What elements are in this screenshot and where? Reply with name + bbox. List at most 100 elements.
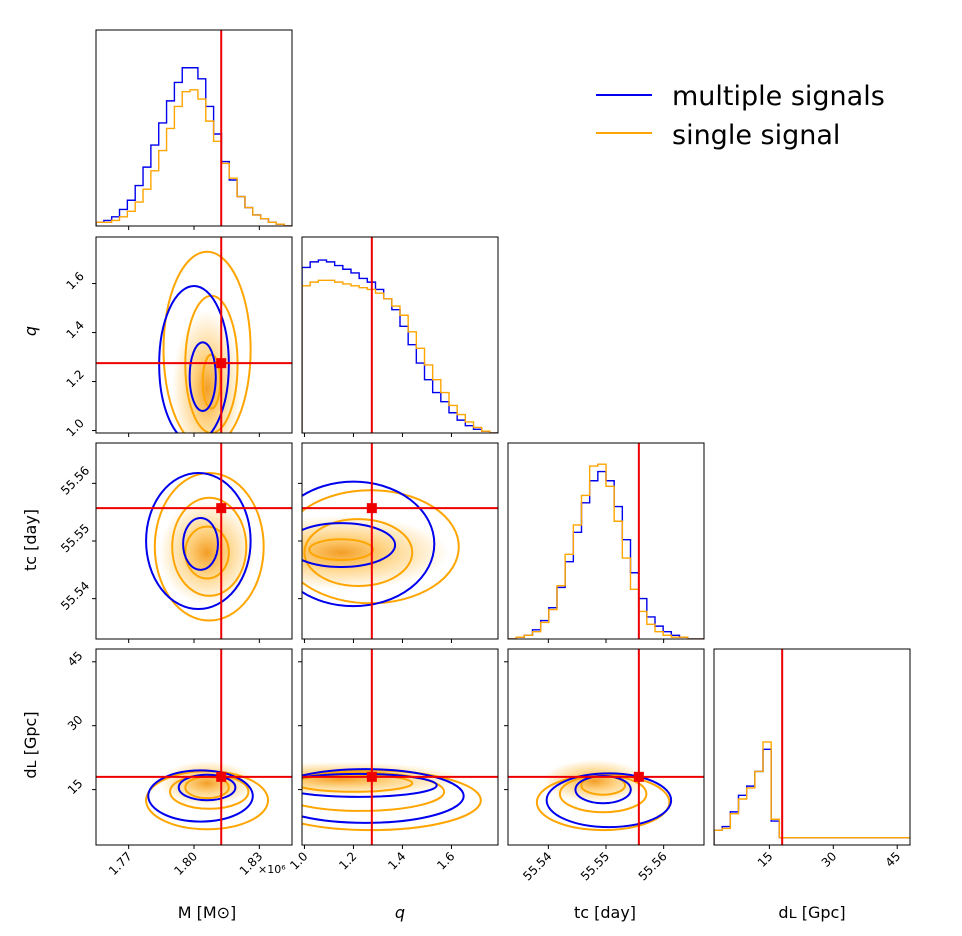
panel-content [96, 237, 292, 433]
truth-marker [216, 503, 227, 514]
xtick-label-q-0: 1.0 [287, 849, 310, 872]
truth-marker [633, 771, 644, 782]
panel-content [302, 649, 498, 845]
contour-single-signal-0 [184, 525, 230, 580]
contour-single-signal-1 [303, 518, 414, 587]
ytick-label-tc-0: 55.54 [58, 579, 92, 613]
xtick-label-tc-1: 55.55 [578, 849, 612, 883]
hist-q-single-signal [302, 279, 498, 433]
panel-frame [301, 648, 499, 846]
panel-tc [507, 442, 705, 643]
ytick-label-dL-0: 15 [65, 776, 86, 797]
density-M-q [172, 310, 242, 433]
contour-single-signal-2 [302, 769, 482, 832]
panel-M-tc: 55.54 55.55 55.56 [58, 442, 293, 643]
xtick-label-M-0: 1.77 [106, 849, 135, 878]
legend-label-multiple: multiple signals [672, 81, 885, 112]
ylabel-dL: dʟ [Gpc] [21, 711, 40, 778]
legend-label-single: single signal [672, 120, 840, 151]
contour-single-signal-1 [302, 771, 446, 812]
contour-multiple-signals-0 [182, 516, 219, 571]
contour-multiple-signals-1 [302, 768, 465, 824]
panel-content [714, 649, 910, 845]
xtick-label-q-2: 1.4 [385, 849, 408, 872]
truth-marker [216, 358, 227, 369]
contour-multiple-signals-1 [545, 772, 673, 829]
panel-frame [95, 29, 293, 227]
xtick-label-dL-0: 15 [755, 849, 776, 870]
truth-marker [366, 503, 377, 514]
ytick-label-dL-1: 30 [65, 713, 86, 734]
contour-multiple-signals-1 [147, 769, 254, 823]
xtick-label-q-3: 1.6 [434, 849, 457, 872]
hist-dL-multiple-signals [714, 748, 910, 845]
panel-frame [95, 648, 293, 846]
contour-single-signal-0 [201, 353, 222, 410]
ytick-label-q-3: 1.6 [63, 269, 86, 292]
ytick-label-q-2: 1.4 [63, 318, 86, 341]
ytick-label-tc-2: 55.56 [58, 463, 92, 497]
panel-content [96, 443, 292, 639]
xtick-label-tc-0: 55.54 [520, 849, 554, 883]
xtick-label-dL-1: 30 [819, 849, 840, 870]
contour-multiple-signals-0 [302, 522, 397, 568]
panel-q [301, 236, 499, 437]
panel-frame [301, 236, 499, 434]
ytick-label-q-0: 1.0 [63, 416, 86, 439]
xlabel-tc: tᴄ [day] [574, 903, 636, 922]
contour-multiple-signals-1 [145, 471, 252, 611]
hist-tc-multiple-signals [508, 470, 704, 639]
contour-single-signal-1 [171, 496, 248, 597]
hist-q-multiple-signals [302, 259, 498, 433]
truth-marker [216, 771, 227, 782]
panel-content [96, 649, 292, 845]
contour-multiple-signals-1 [158, 285, 230, 433]
hist-dL-single-signal [714, 741, 910, 845]
ylabel-tc: tᴄ [day] [21, 509, 40, 571]
xlabel-q: q [395, 903, 405, 922]
legend: multiple signals single signal [596, 81, 885, 151]
contour-single-signal-2 [162, 250, 252, 433]
panel-dL: 15 30 45 [713, 648, 911, 870]
panel-q-dL: 1.0 1.2 1.4 1.6 [287, 648, 499, 873]
xlabel-M: M [M⊙] [178, 903, 237, 922]
xtick-label-q-1: 1.2 [336, 849, 359, 872]
ytick-label-tc-1: 55.55 [58, 521, 92, 555]
contour-single-signal-2 [153, 471, 265, 622]
hist-M-multiple-signals [96, 67, 292, 226]
panel-frame [507, 648, 705, 846]
contour-single-signal-2 [535, 773, 671, 832]
offset-text-M: ×10⁶ [258, 863, 286, 876]
panel-content [302, 237, 498, 433]
ylabel-q: q [21, 326, 40, 336]
panel-content [508, 443, 704, 639]
truth-marker [366, 771, 377, 782]
contour-multiple-signals-0 [177, 773, 237, 802]
xtick-label-M-1: 1.80 [171, 849, 200, 878]
ytick-label-q-1: 1.2 [63, 367, 86, 390]
panel-tc-dL: 55.54 55.55 55.56 [504, 648, 705, 883]
panel-q-tc [298, 442, 499, 643]
hist-tc-single-signal [508, 463, 704, 639]
contour-single-signal-0 [308, 538, 375, 562]
xtick-label-tc-2: 55.56 [636, 849, 670, 883]
density-q-tc [302, 515, 449, 590]
panel-M [95, 29, 293, 230]
panel-M-q: 1.0 1.2 1.4 1.6 [63, 236, 293, 439]
xtick-label-dL-2: 45 [883, 849, 904, 870]
contour-multiple-signals-1 [302, 480, 436, 608]
xlabel-dL: dʟ [Gpc] [778, 903, 845, 922]
hist-M-single-signal [96, 89, 292, 226]
ytick-label-dL-2: 45 [65, 649, 86, 670]
panel-frame [713, 648, 911, 846]
contour-multiple-signals-0 [302, 772, 438, 798]
density-M-tc [159, 500, 255, 605]
contour-single-signal-2 [302, 489, 460, 605]
contour-multiple-signals-0 [188, 341, 217, 412]
panel-content [96, 30, 292, 226]
panel-content [302, 443, 498, 639]
panel-content [508, 649, 704, 845]
